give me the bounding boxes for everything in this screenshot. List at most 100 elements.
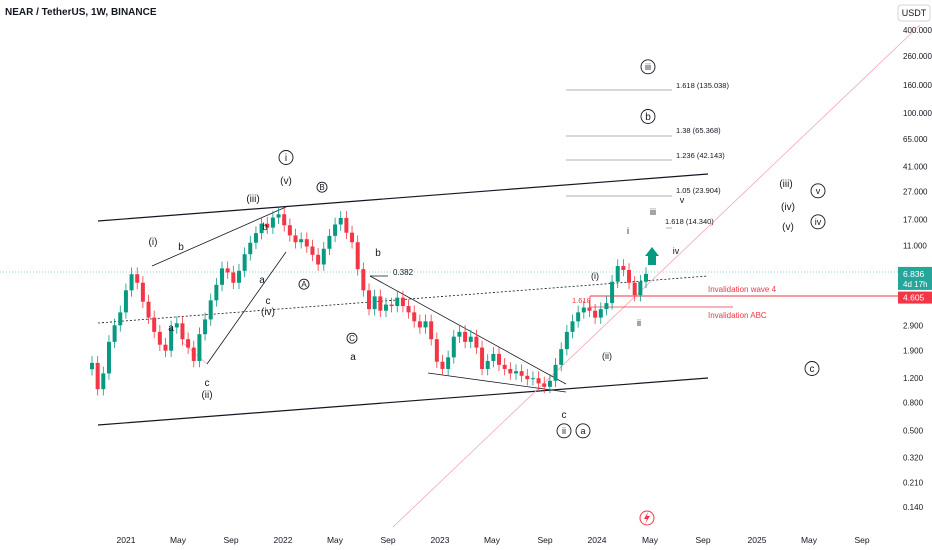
candle [632,275,637,302]
candle [542,376,547,394]
candle-body [265,223,270,228]
candle-body [542,383,547,387]
candle-body [270,217,275,228]
candle-body [457,331,462,337]
candle-body [316,254,321,265]
price-axis: 400.000 260.000 160.000 100.000 65.000 41.000… [898,26,932,512]
candle-body [101,373,106,390]
candle-body [502,364,507,369]
price-tick-label: 65.000 [903,135,928,144]
candle [530,371,535,386]
candle-body [383,304,388,311]
candle [367,283,371,316]
candle [615,259,620,289]
candle [429,314,434,346]
candle-body [547,380,552,387]
candle [220,261,225,292]
candle [248,235,253,261]
wave-label-a1: a [168,323,174,334]
candle [463,325,468,349]
wave-label-iv_paren: (iv) [261,307,275,318]
candle-body [508,368,513,374]
candle-body [220,268,225,285]
candle-body [191,347,196,361]
candle-body [463,331,468,342]
wave-label-circle [640,59,656,75]
candle-body [576,312,581,322]
candle [508,362,513,380]
price-tick-label: 260.000 [903,52,932,61]
candle-body [327,235,332,249]
price-tick-label: 0.320 [903,453,924,462]
candle-body [344,217,349,233]
candle-body [468,336,473,342]
wave-label-b3: b [375,248,381,259]
wave-label-circle [810,214,826,230]
candle-body [429,321,434,340]
candle [389,297,394,313]
candle-body [90,362,94,370]
wave-label-fib_1236: 1.236 (42.143) [676,151,725,160]
candle-body [367,290,371,310]
invalidation-price-tag [898,291,932,304]
candle [186,332,191,354]
candle [350,225,355,249]
descending-wedge-upper [369,275,567,385]
currency-badge-label: USDT [902,8,927,18]
pink-trend-line [392,24,921,528]
candle-body [333,224,338,236]
candle [383,297,388,318]
wave-label-v_paren_right: (v) [782,222,794,233]
time-tick-label: 2025 [748,535,767,545]
last-price-label: 6.836 [903,269,925,279]
candle-body [95,362,100,390]
candle-body [140,282,145,302]
candle [525,368,530,386]
candle-body [497,353,502,365]
candle [480,340,485,376]
time-tick-label: Sep [854,535,869,545]
wave-label-fib_1618_14: 1.618 (14.340) [665,217,714,226]
candle-body [485,360,490,369]
candle-body [180,323,185,340]
candle-body [621,266,626,270]
candle-body [638,281,643,296]
lightning-icon[interactable] [639,510,655,526]
candle [644,267,648,289]
time-axis: 2021 May Sep 2022 May Sep 2023 May Sep 2024 May Sep… [117,535,870,545]
candle-body [480,347,485,369]
candle-body [225,268,230,273]
candle [118,305,123,332]
up-arrow-icon [645,247,659,265]
candle-body [361,269,366,291]
candle-body [451,336,456,358]
last-price-tag [898,266,932,290]
candle [287,218,292,242]
candle-body [163,344,168,351]
candle-body [355,242,360,270]
candle [316,248,321,271]
candle-body [389,304,394,307]
candle [485,354,490,376]
candle [598,302,603,324]
candle [497,347,502,372]
candle [502,358,507,376]
wave-label-circle [640,109,656,124]
candle [434,332,439,369]
price-tick-label: 41.000 [903,163,928,172]
candle [400,290,405,313]
candle-body [129,274,134,291]
candle-body [293,235,298,243]
wave-label-i_small: i [627,226,629,236]
candle-body [135,274,140,283]
candle [135,267,140,290]
candle [570,314,575,339]
candle-body [106,341,111,374]
wave-label-circle [298,278,310,290]
candle-body [525,375,530,380]
wave-label-fib_0382: 0.382 [393,268,414,277]
candle-body [423,321,428,328]
currency-badge[interactable]: USDT [897,4,931,22]
candle-body [276,214,281,218]
